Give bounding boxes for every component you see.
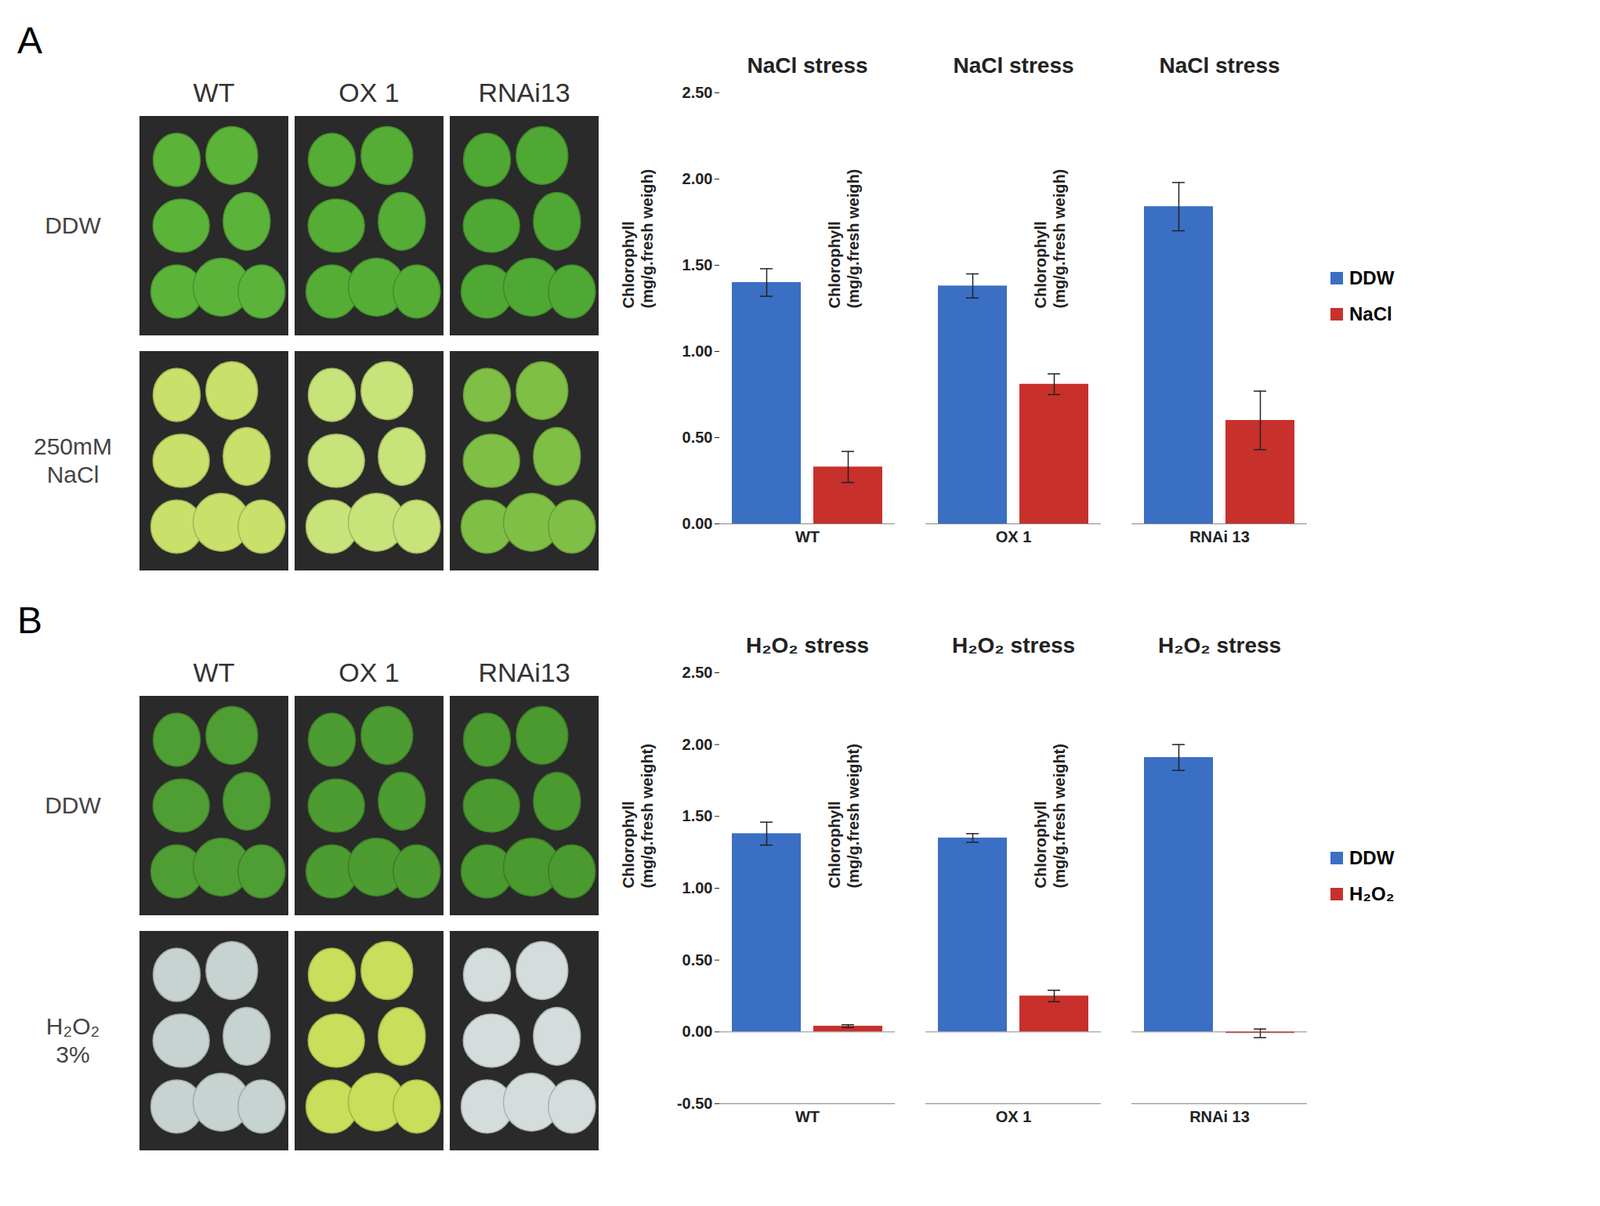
svg-text:Chlorophyll(mg/g.fresh weight): Chlorophyll(mg/g.fresh weight) xyxy=(825,743,862,888)
svg-text:WT: WT xyxy=(795,528,820,546)
svg-text:Chlorophyll(mg/g.fresh weight): Chlorophyll(mg/g.fresh weight) xyxy=(1031,743,1068,888)
svg-text:2.00: 2.00 xyxy=(682,735,714,753)
svg-text:2.50: 2.50 xyxy=(682,83,714,102)
svg-text:-0.50: -0.50 xyxy=(676,1094,714,1112)
svg-text:NaCl stress: NaCl stress xyxy=(952,53,1074,78)
svg-text:1.50: 1.50 xyxy=(682,807,714,825)
svg-text:Chlorophyll(mg/g.fresh weigh): Chlorophyll(mg/g.fresh weigh) xyxy=(619,169,656,309)
svg-text:1.50: 1.50 xyxy=(682,256,714,274)
svg-text:0.00: 0.00 xyxy=(682,514,714,533)
svg-text:A: A xyxy=(17,19,43,62)
html-text:DDW: DDW xyxy=(1349,847,1395,869)
svg-text:DDW: DDW xyxy=(44,212,102,239)
svg-text:RNAi 13: RNAi 13 xyxy=(1189,1107,1250,1126)
svg-text:WT: WT xyxy=(193,657,236,688)
svg-text:OX 1: OX 1 xyxy=(995,1107,1032,1126)
svg-text:1.00: 1.00 xyxy=(682,342,714,360)
svg-text:Chlorophyll(mg/g.fresh weigh): Chlorophyll(mg/g.fresh weigh) xyxy=(1031,169,1068,309)
svg-text:H₂O₂ stress: H₂O₂ stress xyxy=(1158,633,1282,658)
svg-text:NaCl stress: NaCl stress xyxy=(1158,53,1280,78)
svg-text:0.50: 0.50 xyxy=(682,951,714,969)
svg-text:Chlorophyll(mg/g.fresh weight): Chlorophyll(mg/g.fresh weight) xyxy=(619,743,656,888)
svg-text:0.00: 0.00 xyxy=(682,1022,714,1040)
svg-text:WT: WT xyxy=(193,77,236,108)
svg-text:OX 1: OX 1 xyxy=(338,657,399,688)
svg-text:OX 1: OX 1 xyxy=(995,528,1032,546)
svg-text:H₂O₂3%: H₂O₂3% xyxy=(46,1013,100,1068)
svg-text:RNAi13: RNAi13 xyxy=(477,657,570,688)
svg-text:Chlorophyll(mg/g.fresh weigh): Chlorophyll(mg/g.fresh weigh) xyxy=(825,169,862,309)
svg-text:H₂O₂ stress: H₂O₂ stress xyxy=(745,633,869,658)
svg-text:RNAi13: RNAi13 xyxy=(477,77,570,108)
svg-text:2.50: 2.50 xyxy=(682,663,714,681)
svg-text:2.00: 2.00 xyxy=(682,170,714,188)
svg-text:NaCl stress: NaCl stress xyxy=(746,53,868,78)
svg-text:250mMNaCl: 250mMNaCl xyxy=(33,433,113,488)
svg-text:1.00: 1.00 xyxy=(682,879,714,897)
svg-text:WT: WT xyxy=(795,1107,820,1126)
html-text:DDW: DDW xyxy=(1349,267,1395,289)
html-text:NaCl: NaCl xyxy=(1349,303,1393,325)
svg-text:RNAi 13: RNAi 13 xyxy=(1189,528,1250,546)
svg-text:0.50: 0.50 xyxy=(682,428,714,446)
html-text:H₂O₂: H₂O₂ xyxy=(1349,883,1395,905)
svg-text:DDW: DDW xyxy=(44,792,102,819)
svg-text:H₂O₂ stress: H₂O₂ stress xyxy=(952,633,1076,658)
svg-text:OX 1: OX 1 xyxy=(338,77,399,108)
svg-text:B: B xyxy=(17,599,43,641)
